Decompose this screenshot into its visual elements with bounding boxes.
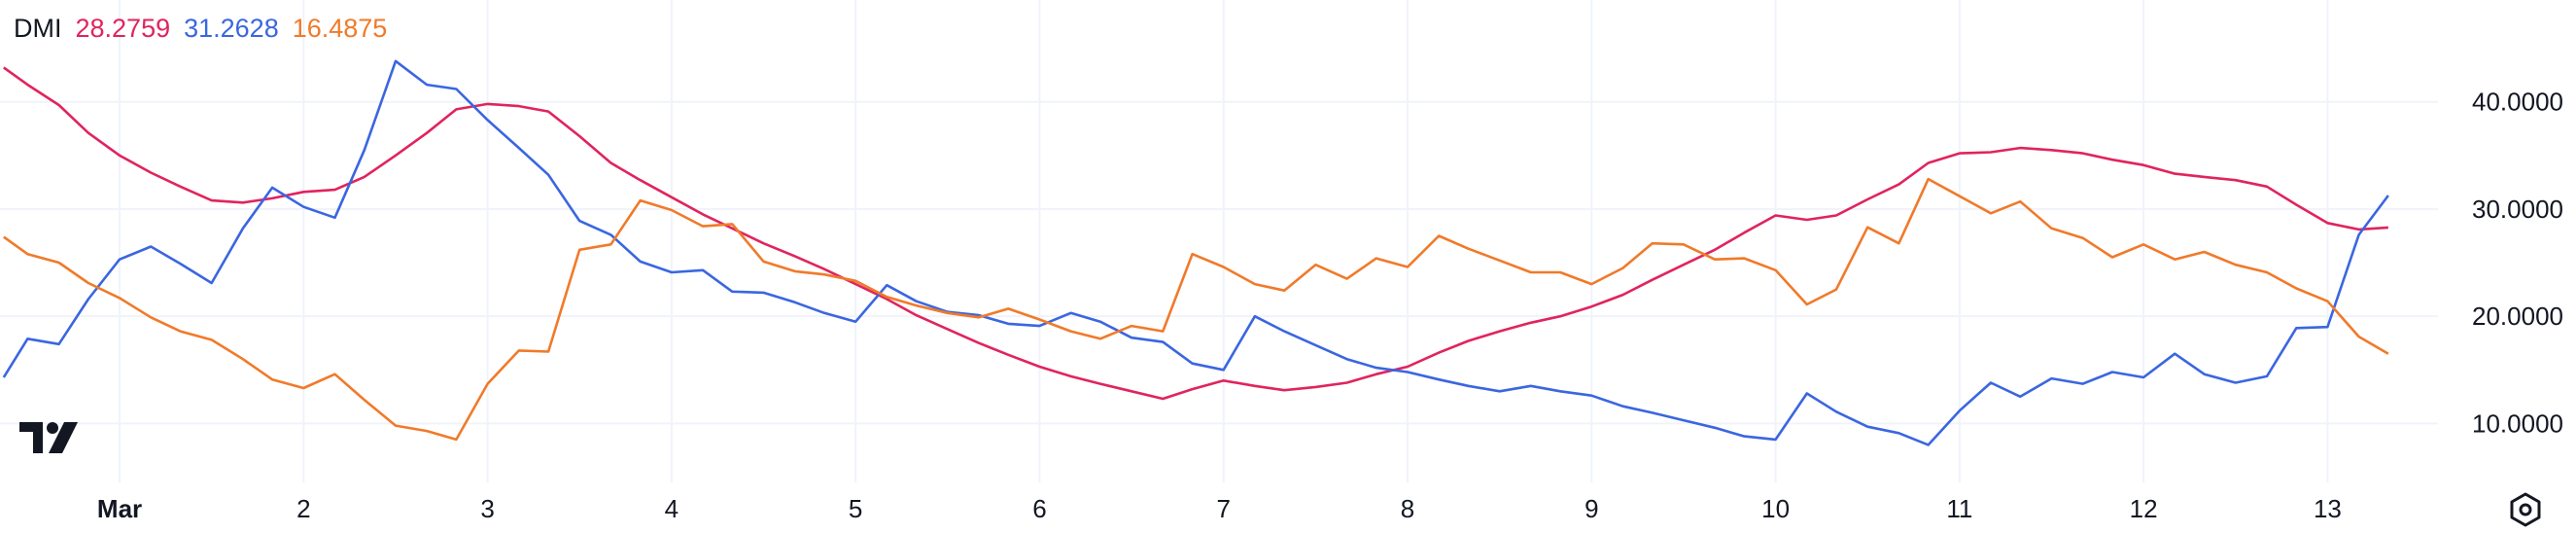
chart-grid	[0, 0, 2438, 482]
x-axis[interactable]: Mar 2 3 4 5 6 7 8 9 10 11 12 13	[97, 494, 2342, 523]
indicator-legend[interactable]: DMI 28.2759 31.2628 16.4875	[14, 14, 387, 44]
x-tick-label: 6	[1032, 494, 1046, 523]
y-tick-label: 30.0000	[2472, 195, 2563, 224]
tradingview-logo-icon[interactable]	[17, 420, 80, 455]
y-tick-label: 10.0000	[2472, 409, 2563, 438]
series-line-1[interactable]	[3, 66, 2388, 401]
x-tick-label: 4	[665, 494, 679, 523]
x-tick-label: 3	[480, 494, 494, 523]
x-tick-label: 2	[296, 494, 310, 523]
x-tick-label: 10	[1761, 494, 1790, 523]
legend-value: 31.2628	[184, 14, 279, 43]
y-tick-label: 20.0000	[2472, 302, 2563, 331]
y-axis[interactable]: 10.0000 20.0000 30.0000 40.0000	[2472, 88, 2563, 439]
series-line-2[interactable]	[2, 59, 2389, 446]
x-tick-label: 8	[1401, 494, 1414, 523]
legend-value: 16.4875	[292, 14, 388, 43]
x-tick-label: 9	[1584, 494, 1598, 523]
x-tick-label: 5	[849, 494, 862, 523]
x-tick-label: Mar	[97, 494, 142, 523]
chart-series	[2, 59, 2389, 446]
y-tick-label: 40.0000	[2472, 88, 2563, 117]
x-tick-label: 11	[1946, 494, 1972, 523]
series-line-3[interactable]	[3, 177, 2389, 442]
settings-icon[interactable]	[2506, 490, 2545, 529]
x-tick-label: 7	[1216, 494, 1230, 523]
legend-title: DMI	[14, 14, 62, 43]
x-tick-label: 13	[2314, 494, 2342, 523]
x-tick-label: 12	[2130, 494, 2158, 523]
legend-value: 28.2759	[75, 14, 171, 43]
